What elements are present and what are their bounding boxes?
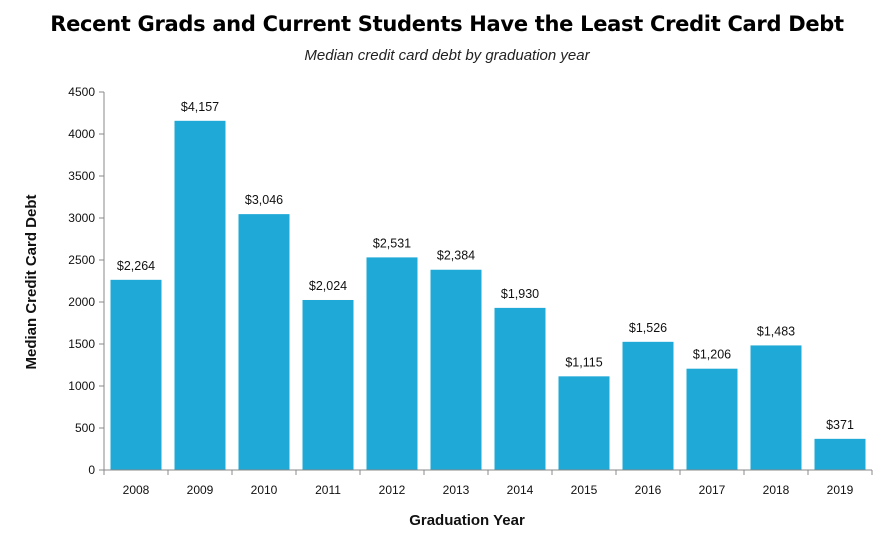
y-tick-label: 1000 <box>68 379 95 393</box>
bar-2013 <box>430 269 482 470</box>
y-tick-label: 1500 <box>68 337 95 351</box>
chart-subtitle: Median credit card debt by graduation ye… <box>304 47 590 64</box>
data-label-2014: $1,930 <box>501 287 539 301</box>
data-label-2010: $3,046 <box>245 193 283 207</box>
data-label-2008: $2,264 <box>117 259 155 273</box>
data-labels: $2,264 $4,157 $3,046 $2,024 $2,531 $2,384 $1,9… <box>117 100 854 432</box>
y-tick-label: 500 <box>75 421 95 435</box>
bar-2008 <box>110 279 162 470</box>
y-tick-label: 4500 <box>68 85 95 99</box>
x-tick-label-2013: 2013 <box>443 483 470 497</box>
data-label-2016: $1,526 <box>629 321 667 335</box>
bar-2018 <box>750 345 802 470</box>
data-label-2015: $1,115 <box>565 355 602 369</box>
x-tick-label-2014: 2014 <box>507 483 534 497</box>
y-tick-label: 3500 <box>68 169 95 183</box>
data-label-2018: $1,483 <box>757 324 795 338</box>
bar-2016 <box>622 341 674 470</box>
x-tick-label-2019: 2019 <box>827 483 854 497</box>
x-tick-label-2009: 2009 <box>187 483 214 497</box>
x-tick-label-2015: 2015 <box>571 483 598 497</box>
x-axis-ticks: 2008 2009 2010 2011 2012 2013 2014 2015 2016 2017… <box>103 470 873 497</box>
bars <box>110 120 866 470</box>
bar-2010 <box>238 214 290 470</box>
y-tick-label: 0 <box>88 463 95 477</box>
x-tick-label-2018: 2018 <box>763 483 790 497</box>
data-label-2013: $2,384 <box>437 249 475 263</box>
x-tick-label-2010: 2010 <box>251 483 278 497</box>
axes <box>103 92 872 471</box>
x-axis-title: Graduation Year <box>409 512 525 529</box>
bar-2012 <box>366 257 418 470</box>
data-label-2017: $1,206 <box>693 348 731 362</box>
x-tick-label-2008: 2008 <box>123 483 150 497</box>
data-label-2011: $2,024 <box>309 279 347 293</box>
bar-2017 <box>686 368 738 470</box>
x-tick-label-2012: 2012 <box>379 483 406 497</box>
x-tick-label-2011: 2011 <box>315 483 341 497</box>
y-axis-title: Median Credit Card Debt <box>23 194 40 369</box>
chart-title: Recent Grads and Current Students Have t… <box>50 12 844 36</box>
bar-2011 <box>302 299 354 470</box>
bar-2015 <box>558 376 610 470</box>
data-label-2009: $4,157 <box>181 100 219 114</box>
y-tick-label: 2000 <box>68 295 95 309</box>
x-tick-label-2017: 2017 <box>699 483 726 497</box>
y-tick-label: 4000 <box>68 127 95 141</box>
bar-2009 <box>174 120 226 470</box>
y-tick-label: 3000 <box>68 211 95 225</box>
x-tick-label-2016: 2016 <box>635 483 662 497</box>
y-axis-ticks: 0 500 1000 1500 2000 2500 3000 3500 4000 4500 <box>68 85 104 477</box>
data-label-2019: $371 <box>826 418 854 432</box>
y-tick-label: 2500 <box>68 253 95 267</box>
bar-2014 <box>494 307 546 470</box>
bar-2019 <box>814 438 866 470</box>
data-label-2012: $2,531 <box>373 236 411 250</box>
